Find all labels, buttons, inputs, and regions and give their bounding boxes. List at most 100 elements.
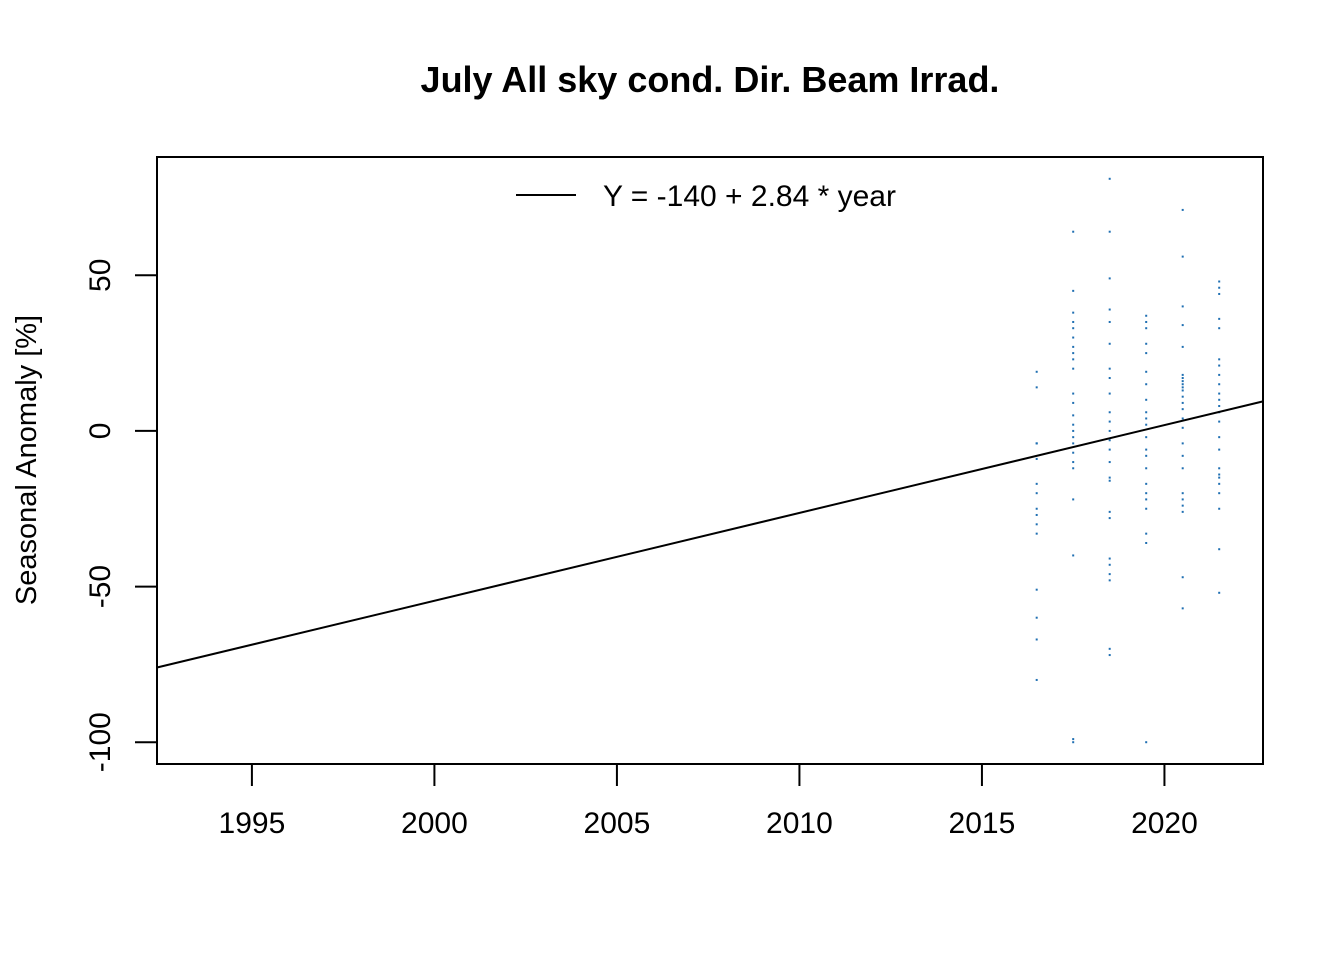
data-point (1072, 289, 1075, 292)
data-point (1181, 498, 1184, 501)
data-point (1072, 738, 1075, 741)
data-point (1218, 292, 1221, 295)
data-point (1181, 401, 1184, 404)
data-point (1181, 510, 1184, 513)
data-point (1145, 482, 1148, 485)
data-point (1072, 451, 1075, 454)
data-point (1108, 411, 1111, 414)
data-point (1145, 320, 1148, 323)
x-tick-label: 2015 (949, 807, 1016, 840)
chart-title: July All sky cond. Dir. Beam Irrad. (421, 59, 1000, 100)
legend: Y = -140 + 2.84 * year (516, 180, 896, 213)
data-point (1145, 541, 1148, 544)
data-point (1108, 342, 1111, 345)
data-point (1072, 320, 1075, 323)
data-point (1145, 314, 1148, 317)
data-point (1108, 367, 1111, 370)
data-point (1181, 442, 1184, 445)
data-point (1181, 504, 1184, 507)
data-point (1181, 380, 1184, 383)
data-point (1181, 305, 1184, 308)
data-point (1035, 507, 1038, 510)
data-point (1035, 588, 1038, 591)
trend-line (156, 400, 1264, 669)
data-point (1218, 492, 1221, 495)
y-tick-label: -100 (84, 712, 117, 772)
data-point (1181, 324, 1184, 327)
data-point (1108, 654, 1111, 657)
data-point (1108, 448, 1111, 451)
data-point (1181, 492, 1184, 495)
data-point (1218, 383, 1221, 386)
data-point (1145, 467, 1148, 470)
data-point (1108, 479, 1111, 482)
data-point (1072, 230, 1075, 233)
data-point (1035, 370, 1038, 373)
y-tick-label: -50 (84, 565, 117, 608)
data-point (1035, 523, 1038, 526)
data-point (1108, 439, 1111, 442)
data-point (1072, 358, 1075, 361)
data-point (1035, 616, 1038, 619)
data-point (1218, 405, 1221, 408)
data-point (1218, 436, 1221, 439)
data-point (1035, 457, 1038, 460)
data-point (1108, 517, 1111, 520)
data-point (1218, 286, 1221, 289)
data-point (1145, 454, 1148, 457)
data-point (1181, 454, 1184, 457)
x-axis: 1995 2000 2005 2010 2015 2020 (219, 763, 1198, 840)
data-point (1072, 429, 1075, 432)
data-point (1145, 327, 1148, 330)
data-point (1145, 741, 1148, 744)
data-point (1072, 498, 1075, 501)
data-point (1218, 476, 1221, 479)
x-tick-label: 2020 (1131, 807, 1198, 840)
data-point (1218, 448, 1221, 451)
y-axis: -100 -50 0 50 (84, 259, 158, 772)
data-point (1145, 436, 1148, 439)
data-point (1218, 482, 1221, 485)
data-point (1181, 576, 1184, 579)
data-point (1181, 389, 1184, 392)
data-point (1181, 408, 1184, 411)
legend-entry: Y = -140 + 2.84 * year (603, 180, 896, 213)
data-point (1218, 317, 1221, 320)
data-point (1218, 398, 1221, 401)
data-point (1108, 320, 1111, 323)
data-point (1145, 370, 1148, 373)
data-point (1218, 280, 1221, 283)
data-point (1108, 461, 1111, 464)
data-point (1145, 352, 1148, 355)
data-point (1072, 392, 1075, 395)
data-point (1035, 386, 1038, 389)
data-point (1218, 420, 1221, 423)
data-point (1072, 336, 1075, 339)
x-tick-label: 1995 (219, 807, 286, 840)
data-point (1072, 401, 1075, 404)
data-point (1181, 345, 1184, 348)
data-point (1072, 436, 1075, 439)
data-point (1145, 342, 1148, 345)
data-point (1072, 442, 1075, 445)
data-point (1072, 352, 1075, 355)
data-point (1108, 377, 1111, 380)
data-point (1072, 414, 1075, 417)
data-point (1181, 417, 1184, 420)
data-point (1181, 383, 1184, 386)
data-point (1181, 395, 1184, 398)
data-point (1035, 482, 1038, 485)
data-point (1035, 513, 1038, 516)
data-point (1108, 277, 1111, 280)
data-point (1145, 507, 1148, 510)
x-tick-label: 2010 (766, 807, 833, 840)
data-point (1145, 411, 1148, 414)
data-points (1035, 177, 1221, 744)
data-point (1035, 492, 1038, 495)
data-point (1108, 429, 1111, 432)
data-point (1181, 467, 1184, 470)
data-point (1145, 417, 1148, 420)
data-point (1218, 591, 1221, 594)
y-tick-label: 0 (84, 423, 117, 440)
